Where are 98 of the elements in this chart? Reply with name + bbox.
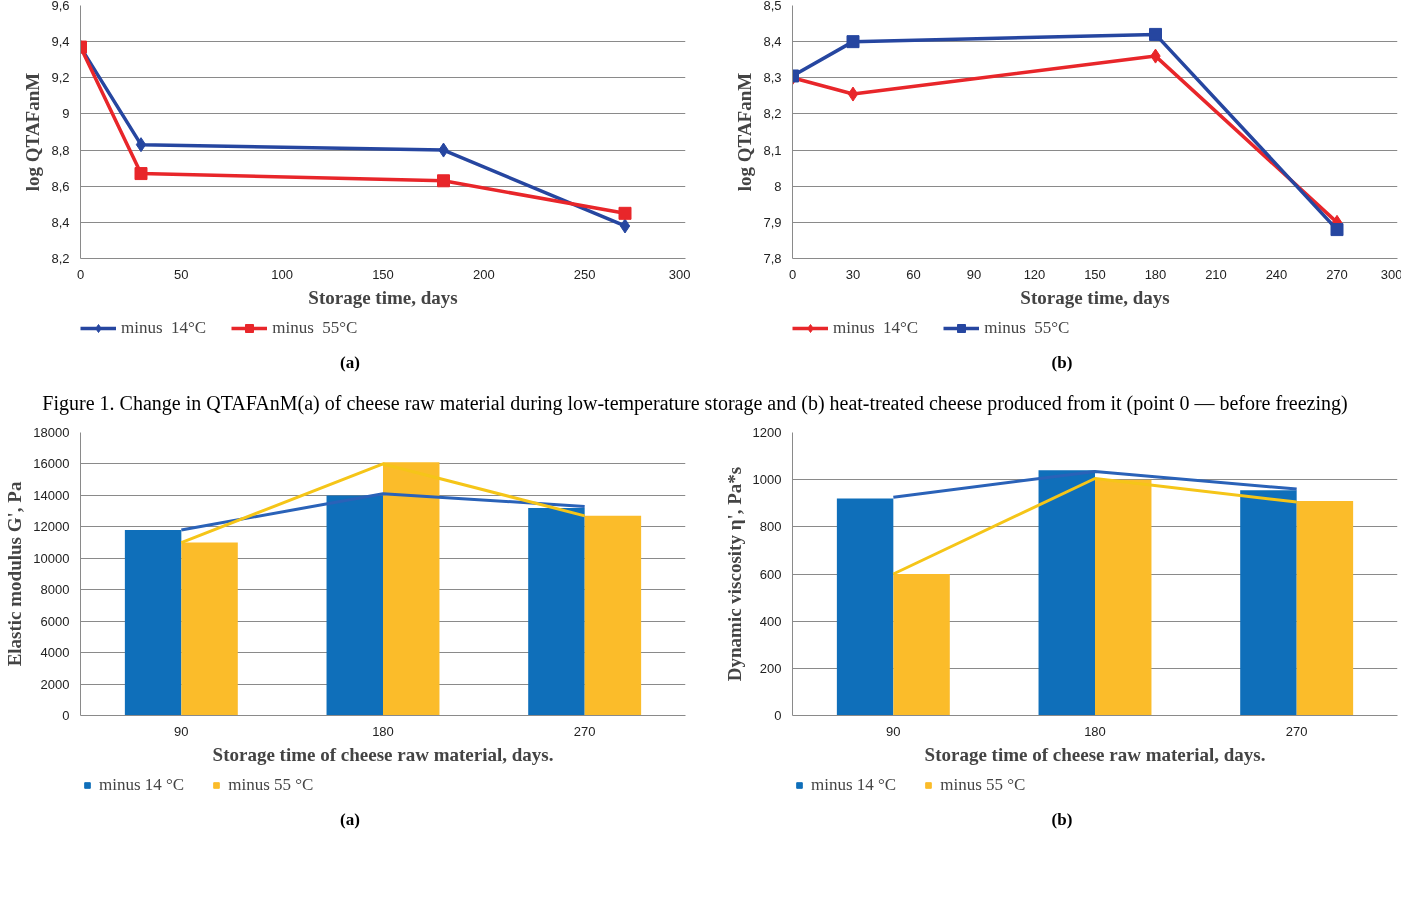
bar [836,498,894,716]
bar [893,573,950,716]
x-tick-label: 150 [1084,266,1106,282]
x-tick-label: 300 [668,266,691,282]
y-tick-label: 8,5 [763,0,782,13]
x-tick-label: 120 [1023,266,1046,282]
x-tick-label: 180 [1144,266,1167,282]
bar [124,529,182,716]
x-tick-label: 270 [1285,723,1308,739]
x-axis-title: Storage time of cheese raw material, days. [212,743,554,765]
y-tick-label: 1200 [752,424,782,440]
bar [383,462,440,716]
y-tick-label: 0 [62,707,70,723]
y-tick-label: 12000 [33,519,70,535]
x-tick-label: 180 [372,723,394,739]
y-tick-label: 8000 [40,582,70,598]
y-tick-label: 8 [774,178,782,194]
point [618,206,632,220]
text: (a) [340,808,360,831]
point [1330,223,1344,237]
legend-label: minus 55 °C [940,774,1026,795]
y-tick-label: 10000 [33,550,70,566]
y-tick-label: 18000 [33,424,70,440]
y-tick-label: 800 [759,519,782,535]
bar [528,507,585,716]
point [847,86,859,102]
x-axis-title: Storage time of cheese raw material, days. [924,743,1266,765]
text: (a) [340,352,360,374]
x-tick-label: 60 [906,266,921,282]
bar [584,515,642,716]
x-tick-label: 180 [1084,723,1106,739]
legend-label: minus 14°C [833,318,919,338]
bar [1038,470,1095,716]
legend-label: minus 55°C [272,318,358,338]
y-tick-label: 8,2 [763,106,782,122]
x-tick-label: 270 [573,723,596,739]
x-axis-title: Storage time, days [1020,286,1170,308]
y-tick-label: 4000 [40,644,70,660]
y-tick-label: 16000 [33,456,70,472]
y-tick-label: 9 [62,106,70,122]
legend-label: minus 14 °C [811,774,897,795]
y-axis-title: Dynamic viscosity η', Pa*s [723,466,745,682]
y-tick-label: 8,4 [763,34,782,50]
y-tick-label: 6000 [40,613,70,629]
x-tick-label: 210 [1205,266,1227,282]
point [619,218,631,234]
x-tick-label: 30 [845,266,861,282]
y-tick-label: 0 [774,707,782,723]
y-tick-label: 9,6 [51,0,70,13]
legend-label: minus 14 °C [99,774,185,795]
y-tick-label: 8,6 [51,178,70,194]
y-tick-label: 8,3 [763,70,782,86]
y-tick-label: 7,9 [763,214,782,230]
x-tick-label: 0 [788,266,797,282]
text: (b) [1051,352,1073,374]
y-tick-label: 200 [759,660,782,676]
point [1149,27,1162,41]
x-tick-label: 150 [372,266,394,282]
point [135,137,147,153]
legend-label: minus 55°C [984,318,1070,338]
bar [1296,500,1354,716]
x-tick-label: 90 [966,266,982,282]
caption: Figure 1. Change in QTAFAnM(a) of cheese raw material during low-temperature storage and (b) heat-treated cheese produced from it (point 0 — before freezing) [42,391,1348,417]
y-tick-label: 1000 [752,472,782,488]
legend-label: minus 55 °C [228,774,314,795]
y-tick-label: 8,8 [51,142,70,158]
point [134,167,148,181]
y-axis-title: log QTAFanM [22,72,44,192]
y-tick-label: 9,2 [51,70,70,86]
x-axis-title: Storage time, days [308,286,458,308]
y-tick-label: 8,4 [51,214,70,230]
point [437,174,450,188]
y-tick-label: 600 [759,566,782,582]
y-tick-label: 400 [759,613,782,629]
x-tick-label: 270 [1326,266,1348,282]
x-tick-label: 90 [174,723,189,739]
y-axis-title: Elastic modulus G', Pa [4,480,26,667]
x-tick-label: 0 [76,266,85,282]
legend-label: minus 14°C [121,318,207,338]
x-tick-label: 250 [573,266,596,282]
y-tick-label: 8,2 [51,251,70,266]
y-axis-title: log QTAFanM [734,72,756,192]
bar [181,542,238,716]
x-tick-label: 50 [174,266,189,282]
y-tick-label: 14000 [33,487,70,503]
x-tick-label: 100 [271,266,294,282]
x-tick-label: 240 [1265,266,1288,282]
x-tick-label: 90 [886,723,901,739]
text: (b) [1051,808,1073,831]
bar [1240,490,1297,716]
y-tick-label: 7,8 [763,251,782,266]
point [846,35,860,49]
bar [1095,479,1152,716]
y-tick-label: 2000 [40,676,70,692]
y-tick-label: 8,1 [763,142,782,158]
y-tick-label: 9,4 [51,34,70,50]
bar [326,495,383,716]
x-tick-label: 200 [472,266,495,282]
